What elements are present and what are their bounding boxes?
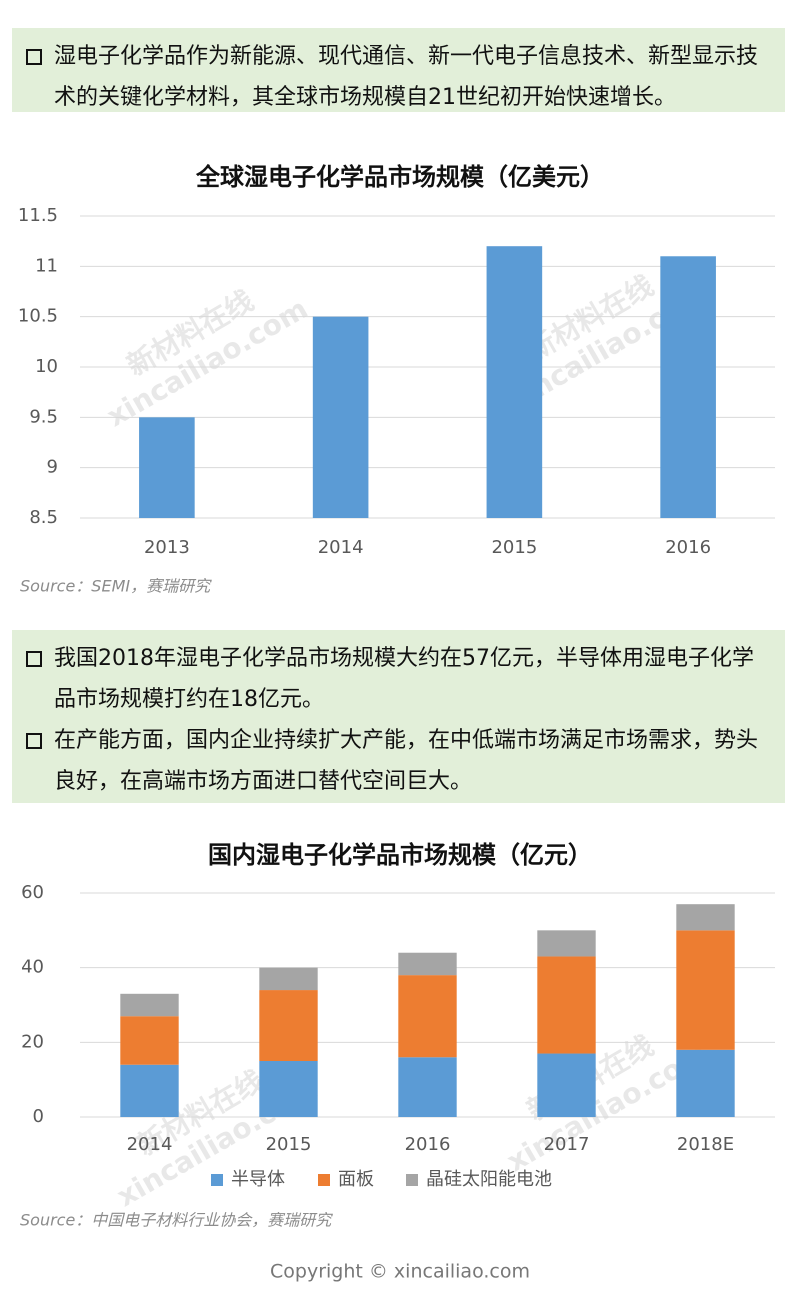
bar-segment — [398, 1057, 457, 1117]
bar-segment — [676, 1049, 735, 1117]
note-item: 在产能方面，国内企业持续扩大产能，在中低端市场满足市场需求，势头良好，在高端市场… — [24, 720, 775, 802]
bar-segment — [259, 990, 318, 1061]
bar-segment — [398, 975, 457, 1058]
x-tick-label: 2017 — [544, 1134, 590, 1155]
bar-segment — [120, 993, 179, 1017]
bullet — [26, 733, 42, 749]
x-tick-label: 2016 — [405, 1134, 451, 1155]
y-tick-label: 20 — [21, 1031, 44, 1052]
bar — [486, 246, 543, 518]
bar-segment — [537, 1053, 596, 1117]
bar-segment — [537, 956, 596, 1054]
y-tick-label: 60 — [21, 882, 44, 903]
y-tick-label: 40 — [21, 957, 44, 978]
y-tick-label: 10.5 — [18, 306, 58, 327]
intro-box: 湿电子化学品作为新能源、现代通信、新一代电子信息技术、新型显示技术的关键化学材料… — [12, 28, 785, 112]
notes-box: 我国2018年湿电子化学品市场规模大约在57亿元，半导体用湿电子化学品市场规模打… — [12, 630, 785, 803]
bar-segment — [537, 930, 596, 957]
x-tick-label: 2014 — [318, 537, 364, 558]
note-text: 我国2018年湿电子化学品市场规模大约在57亿元，半导体用湿电子化学品市场规模打… — [54, 646, 754, 712]
note-item: 我国2018年湿电子化学品市场规模大约在57亿元，半导体用湿电子化学品市场规模打… — [24, 638, 775, 720]
legend-label: 面板 — [338, 1169, 374, 1190]
y-tick-label: 10 — [35, 356, 58, 377]
x-tick-label: 2014 — [127, 1134, 173, 1155]
legend-swatch — [211, 1174, 223, 1186]
x-tick-label: 2016 — [665, 537, 711, 558]
bar-segment — [120, 1064, 179, 1117]
intro-text: 湿电子化学品作为新能源、现代通信、新一代电子信息技术、新型显示技术的关键化学材料… — [54, 44, 759, 110]
bullet — [26, 651, 42, 667]
copyright: Copyright © xincailiao.com — [270, 1261, 530, 1283]
y-tick-label: 11.5 — [18, 205, 58, 226]
intro-item: 湿电子化学品作为新能源、现代通信、新一代电子信息技术、新型显示技术的关键化学材料… — [24, 36, 775, 118]
source: Source：SEMI，赛瑞研究 — [20, 577, 212, 596]
bar-segment — [259, 967, 318, 991]
bar-segment — [676, 930, 735, 1050]
x-tick-label: 2018E — [677, 1134, 734, 1155]
legend-label: 半导体 — [231, 1169, 285, 1190]
bar-segment — [398, 952, 457, 976]
y-tick-label: 8.5 — [29, 507, 58, 528]
bar — [312, 316, 369, 518]
legend-swatch — [406, 1174, 418, 1186]
legend-swatch — [318, 1174, 330, 1186]
chart-title: 国内湿电子化学品市场规模（亿元） — [208, 841, 592, 869]
bar — [660, 256, 716, 518]
note-text: 在产能方面，国内企业持续扩大产能，在中低端市场满足市场需求，势头良好，在高端市场… — [54, 728, 759, 794]
bar-segment — [120, 1016, 179, 1065]
x-tick-label: 2013 — [144, 537, 190, 558]
bullet — [26, 49, 42, 65]
legend-label: 晶硅太阳能电池 — [426, 1169, 552, 1190]
chart-title: 全球湿电子化学品市场规模（亿美元） — [195, 163, 604, 191]
source: Source：中国电子材料行业协会，赛瑞研究 — [20, 1211, 333, 1230]
y-tick-label: 0 — [33, 1106, 44, 1127]
x-tick-label: 2015 — [491, 537, 537, 558]
y-tick-label: 11 — [35, 255, 58, 276]
bar — [139, 417, 195, 518]
y-tick-label: 9.5 — [29, 406, 58, 427]
bar-segment — [259, 1061, 318, 1117]
y-tick-label: 9 — [47, 457, 58, 478]
x-tick-label: 2015 — [266, 1134, 312, 1155]
bar-segment — [676, 904, 735, 931]
